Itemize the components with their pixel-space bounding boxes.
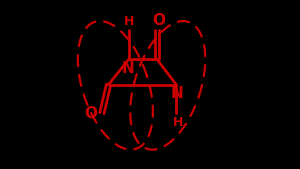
Text: O: O [152, 13, 165, 28]
Text: O: O [85, 106, 98, 121]
Text: H: H [124, 15, 134, 28]
Text: N: N [122, 61, 134, 76]
Text: N: N [171, 86, 183, 101]
Text: H: H [173, 116, 183, 129]
